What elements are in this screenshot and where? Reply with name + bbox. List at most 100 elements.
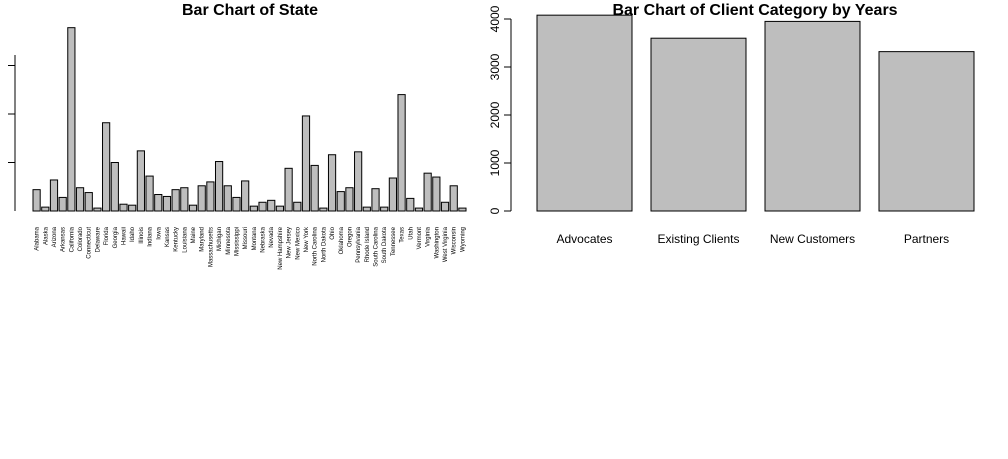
x-label-indiana: Indiana — [148, 226, 154, 246]
x-label-oregon: Oregon — [347, 227, 353, 247]
bar-connecticut — [84, 192, 93, 212]
client-category-chart-x-labels: Advocates Existing Clients New Customers Pa… — [556, 232, 949, 246]
x-label-massachusetts: Massachusetts — [208, 227, 214, 267]
bar-delaware — [93, 207, 102, 212]
bar-missouri — [241, 180, 250, 212]
bar-west-virginia — [440, 201, 450, 212]
bar-oregon — [345, 187, 354, 212]
x-label-kentucky: Kentucky — [174, 227, 180, 252]
bar-new-customers — [764, 20, 861, 212]
bar-north-dakota — [319, 207, 328, 212]
x-label-advocates: Advocates — [556, 232, 612, 246]
x-label-rhode-island: Rhode Island — [365, 227, 371, 262]
x-label-north-dakota: North Dakota — [321, 226, 327, 262]
bar-louisiana — [180, 187, 189, 212]
x-label-maine: Maine — [191, 226, 197, 243]
x-label-ohio: Ohio — [330, 226, 336, 239]
bar-illinois — [136, 150, 145, 212]
x-label-new-jersey: New Jersey — [287, 227, 293, 258]
bar-maryland — [197, 185, 206, 212]
x-label-kansas: Kansas — [165, 227, 171, 247]
x-label-louisiana: Louisiana — [182, 226, 188, 252]
x-label-florida: Florida — [104, 226, 110, 245]
x-label-connecticut: Connecticut — [87, 227, 93, 259]
bar-minnesota — [223, 185, 232, 212]
state-chart-bars — [32, 27, 467, 212]
x-label-washington: Washington — [434, 227, 440, 258]
bar-florida — [102, 122, 111, 212]
bar-new-mexico — [293, 201, 302, 212]
bar-advocates — [536, 14, 633, 212]
client-category-chart-title: Bar Chart of Client Category by Years — [612, 2, 897, 19]
x-label-delaware: Delaware — [95, 226, 101, 252]
x-label-missouri: Missouri — [243, 227, 249, 249]
bar-south-carolina — [371, 188, 380, 212]
bar-mississippi — [232, 196, 241, 212]
x-label-michigan: Michigan — [217, 227, 223, 251]
bar-existing-clients — [650, 37, 747, 212]
x-label-new-hampshire: New Hampshire — [278, 226, 284, 269]
x-label-colorado: Colorado — [78, 226, 84, 251]
x-label-maryland: Maryland — [200, 227, 206, 252]
x-label-utah: Utah — [408, 227, 414, 240]
bar-alabama — [32, 189, 41, 212]
bar-wisconsin — [449, 185, 458, 212]
x-label-tennessee: Tennessee — [391, 226, 397, 256]
x-label-nevada: Nevada — [269, 226, 275, 247]
x-label-illinois: Illinois — [139, 227, 145, 244]
bar-nevada — [267, 199, 276, 212]
bar-kansas — [162, 195, 172, 212]
y-tick-label-0: 0 — [488, 207, 502, 214]
bar-wyoming — [458, 207, 467, 212]
bar-nebraska — [258, 201, 267, 212]
bar-pennsylvania — [354, 151, 363, 212]
x-label-mississippi: Mississippi — [234, 227, 240, 256]
bar-indiana — [145, 175, 154, 212]
bar-iowa — [154, 194, 163, 212]
x-label-south-carolina: South Carolina — [374, 226, 380, 266]
bar-virginia — [423, 172, 432, 212]
x-label-alaska: Alaska — [43, 226, 49, 245]
client-category-chart-bars — [536, 14, 975, 212]
bar-massachusetts — [206, 181, 215, 212]
x-label-existing-clients: Existing Clients — [657, 232, 739, 246]
y-tick-label-4000: 4000 — [488, 5, 502, 32]
x-label-nebraska: Nebraska — [261, 226, 267, 252]
bar-arkansas — [58, 196, 67, 212]
x-label-georgia: Georgia — [113, 226, 119, 248]
bar-ohio — [327, 154, 337, 212]
bar-rhode-island — [362, 206, 371, 212]
x-label-montana: Montana — [252, 226, 258, 250]
x-label-arizona: Arizona — [52, 226, 58, 247]
bar-michigan — [214, 161, 224, 212]
state-chart-x-labels: Alabama Alaska Arizona Arkansas California Co… — [35, 226, 467, 270]
bar-alaska — [41, 206, 50, 212]
client-category-chart-y-ticks: 0 1000 2000 3000 4000 — [488, 5, 511, 214]
x-label-north-carolina: North Carolina — [313, 226, 319, 265]
y-tick-label-3000: 3000 — [488, 53, 502, 80]
bar-california — [67, 27, 76, 212]
bar-utah — [406, 197, 415, 212]
x-label-new-york: New York — [304, 226, 310, 252]
bar-georgia — [110, 162, 119, 212]
y-tick-label-2000: 2000 — [488, 101, 502, 128]
bar-vermont — [414, 207, 424, 212]
x-label-idaho: Idaho — [130, 226, 136, 242]
bar-colorado — [75, 187, 85, 212]
bar-new-hampshire — [275, 205, 285, 212]
bar-tennessee — [388, 177, 397, 212]
x-label-wisconsin: Wisconsin — [452, 227, 458, 254]
bar-arizona — [49, 179, 59, 212]
x-label-wyoming: Wyoming — [460, 227, 466, 252]
x-label-vermont: Vermont — [417, 227, 423, 250]
x-label-iowa: Iowa — [156, 226, 162, 239]
bar-south-dakota — [380, 206, 389, 212]
x-label-pennsylvania: Pennsylvania — [356, 226, 362, 262]
x-label-new-mexico: New Mexico — [295, 226, 301, 259]
bar-oklahoma — [336, 191, 345, 212]
x-label-west-virginia: West Virginia — [443, 226, 449, 262]
x-label-alabama: Alabama — [35, 226, 41, 250]
x-label-new-customers: New Customers — [770, 232, 855, 246]
bar-maine — [188, 204, 198, 212]
